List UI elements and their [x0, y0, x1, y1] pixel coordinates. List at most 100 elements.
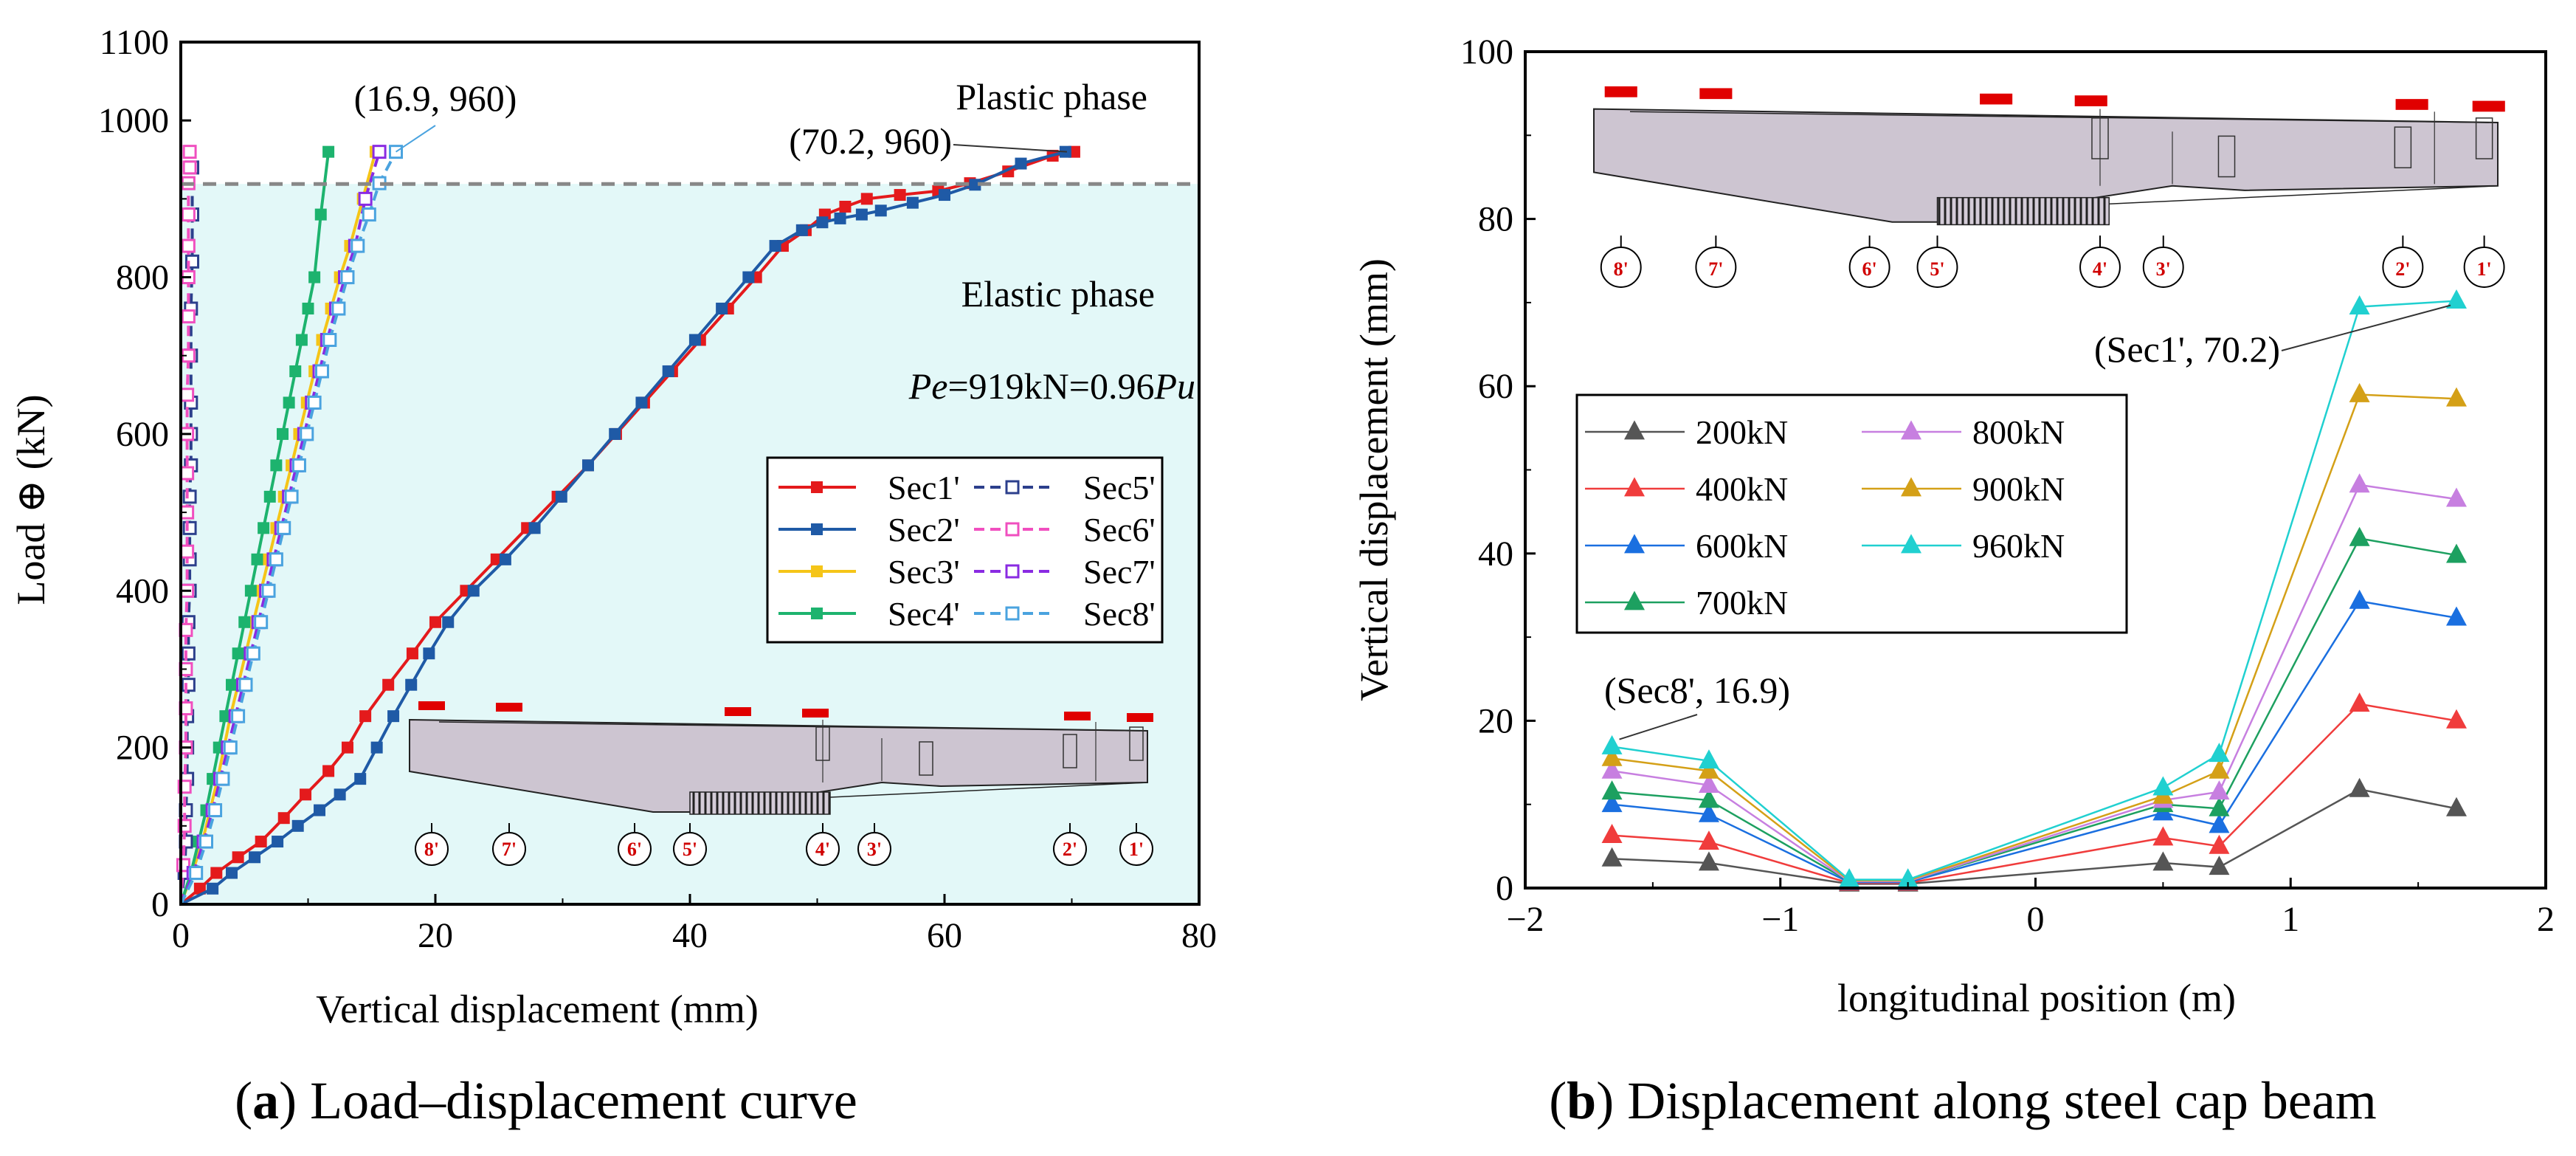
- legend-marker: [1624, 591, 1645, 610]
- data-point: [1698, 749, 1719, 769]
- beam-column-stub: [919, 741, 933, 776]
- data-point: [370, 741, 383, 754]
- legend-label: Sec6': [1083, 511, 1156, 548]
- series-line: [179, 151, 192, 905]
- series-400kN: [1601, 692, 2467, 891]
- data-point: [528, 522, 541, 534]
- data-point: [839, 200, 852, 213]
- data-point: [322, 765, 335, 777]
- section-circle: [1119, 832, 1153, 866]
- data-point: [2445, 709, 2467, 729]
- series-line: [1612, 600, 2457, 884]
- data-point: [1015, 157, 1027, 170]
- data-point: [340, 270, 355, 285]
- data-point: [1839, 868, 1860, 888]
- data-point: [2445, 606, 2467, 626]
- legend-label: 960kN: [1972, 527, 2065, 565]
- data-point: [182, 489, 197, 504]
- section-label: 6': [1862, 258, 1877, 280]
- series-line: [1612, 300, 2457, 881]
- beam-column-stub: [1063, 734, 1077, 768]
- legend-label: 700kN: [1696, 584, 1788, 622]
- x-tick-label: −1: [1761, 900, 1799, 939]
- beam-flange-line: [1629, 111, 2489, 123]
- y-tick-label: 200: [116, 729, 169, 768]
- load-plate: [2395, 99, 2428, 110]
- legend-marker: [1005, 522, 1020, 537]
- load-plate: [802, 709, 829, 718]
- data-point: [906, 196, 919, 209]
- data-point: [189, 866, 204, 881]
- section-label: 5': [683, 839, 697, 860]
- x-tick-label: 80: [1181, 916, 1217, 955]
- data-point: [795, 224, 808, 236]
- legend-label: Sec3': [888, 553, 960, 591]
- data-point: [1698, 774, 1719, 794]
- data-point: [1897, 868, 1919, 888]
- data-point: [405, 678, 418, 691]
- annotation-label: (Sec1', 70.2): [2094, 328, 2280, 370]
- data-point: [341, 741, 353, 754]
- data-point: [816, 216, 829, 229]
- y-tick-label: 0: [1496, 869, 1513, 908]
- y-tick-label: 80: [1478, 200, 1513, 239]
- x-tick-label: 40: [672, 916, 708, 955]
- legend-marker: [1901, 477, 1921, 497]
- data-point: [210, 867, 223, 879]
- data-point: [334, 788, 346, 801]
- series-line: [1612, 788, 2457, 885]
- series-group-a: [176, 145, 1080, 906]
- data-point: [688, 334, 701, 346]
- data-point: [2349, 295, 2370, 314]
- data-point: [2209, 797, 2230, 816]
- section-label: 4': [815, 839, 830, 860]
- section-label: 7': [502, 839, 517, 860]
- data-point: [322, 332, 337, 347]
- data-point: [255, 836, 267, 848]
- load-plate: [725, 707, 751, 716]
- data-point: [232, 647, 244, 660]
- data-point: [181, 238, 196, 253]
- data-point: [289, 365, 302, 377]
- x-tick-label: 0: [172, 916, 190, 955]
- annotation-leader: [2281, 304, 2451, 351]
- data-point: [181, 309, 196, 324]
- data-point: [969, 179, 981, 191]
- x-tick-label: 0: [2027, 900, 2045, 939]
- data-point: [2445, 387, 2467, 407]
- data-point: [238, 616, 251, 628]
- annotation-leader: [1619, 714, 1698, 740]
- section-label: 2': [2395, 258, 2410, 280]
- load-plate: [1980, 93, 2013, 105]
- data-point: [269, 552, 283, 567]
- data-point: [582, 459, 594, 472]
- data-point: [423, 647, 435, 660]
- data-point: [635, 396, 648, 409]
- data-point: [609, 427, 621, 440]
- pe-equation: Pe=919kN=0.96Pu: [908, 365, 1195, 407]
- data-point: [1698, 759, 1719, 779]
- beam-stiffener-zone: [1936, 196, 2110, 226]
- legend-marker: [811, 481, 823, 493]
- data-point: [181, 646, 196, 661]
- data-point: [291, 819, 304, 832]
- data-point: [270, 459, 283, 472]
- series-960kN: [1601, 289, 2467, 888]
- data-point: [223, 740, 238, 755]
- beam-column-stub: [2217, 135, 2236, 178]
- y-tick-label: 40: [1478, 534, 1513, 574]
- data-point: [307, 395, 322, 410]
- data-point: [555, 490, 567, 503]
- legend-marker: [811, 565, 823, 577]
- beam-column-stub: [815, 726, 830, 761]
- section-circle: [2079, 247, 2121, 288]
- beam-bottom-line: [829, 782, 1148, 798]
- legend-marker: [1624, 534, 1645, 554]
- data-point: [2349, 692, 2370, 712]
- y-tick-label: 1000: [98, 101, 169, 140]
- legend-b: 200kN 400kN 600kN 700kN 800kN 900kN 960kN: [1575, 393, 2128, 634]
- data-point: [193, 882, 206, 895]
- legend-label: 400kN: [1696, 470, 1788, 508]
